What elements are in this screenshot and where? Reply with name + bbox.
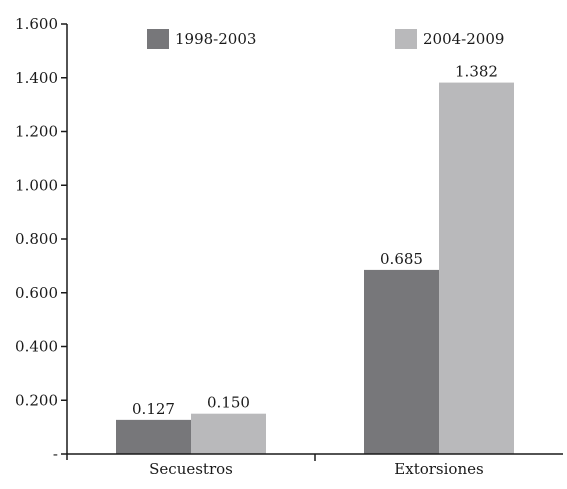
bar-value-label: 0.127 (132, 400, 175, 418)
legend-swatch (395, 29, 417, 49)
bar (439, 82, 514, 455)
legend: 1998-2003 2004-2009 (147, 29, 504, 49)
bars: 0.127 0.150 0.685 1.382 (116, 63, 514, 455)
y-tick-label: 0.800 (15, 230, 58, 248)
y-tick-label: 1.000 (15, 176, 58, 194)
bar-value-label: 0.150 (207, 394, 250, 412)
bar (364, 269, 439, 454)
y-tick-label: 0.200 (15, 391, 58, 409)
x-axis: Secuestros Extorsiones (67, 453, 563, 478)
legend-label: 1998-2003 (175, 30, 256, 48)
bar-value-label: 0.685 (380, 250, 423, 268)
x-category-label: Secuestros (149, 460, 233, 478)
x-category-label: Extorsiones (394, 460, 483, 478)
bar-value-label: 1.382 (455, 63, 498, 81)
y-tick-label: 1.400 (15, 69, 58, 87)
y-tick-label: 0.400 (15, 338, 58, 356)
y-axis: - 0.200 0.400 0.600 0.800 1.000 1.200 1.400 1.60… (15, 15, 68, 463)
y-tick-label: 0.600 (15, 284, 58, 302)
bar (116, 419, 191, 454)
y-tick-label: 1.600 (15, 15, 58, 33)
bar (191, 413, 266, 454)
y-tick-label: 1.200 (15, 123, 58, 141)
legend-label: 2004-2009 (423, 30, 504, 48)
y-tick-label: - (53, 445, 58, 463)
legend-swatch (147, 29, 169, 49)
